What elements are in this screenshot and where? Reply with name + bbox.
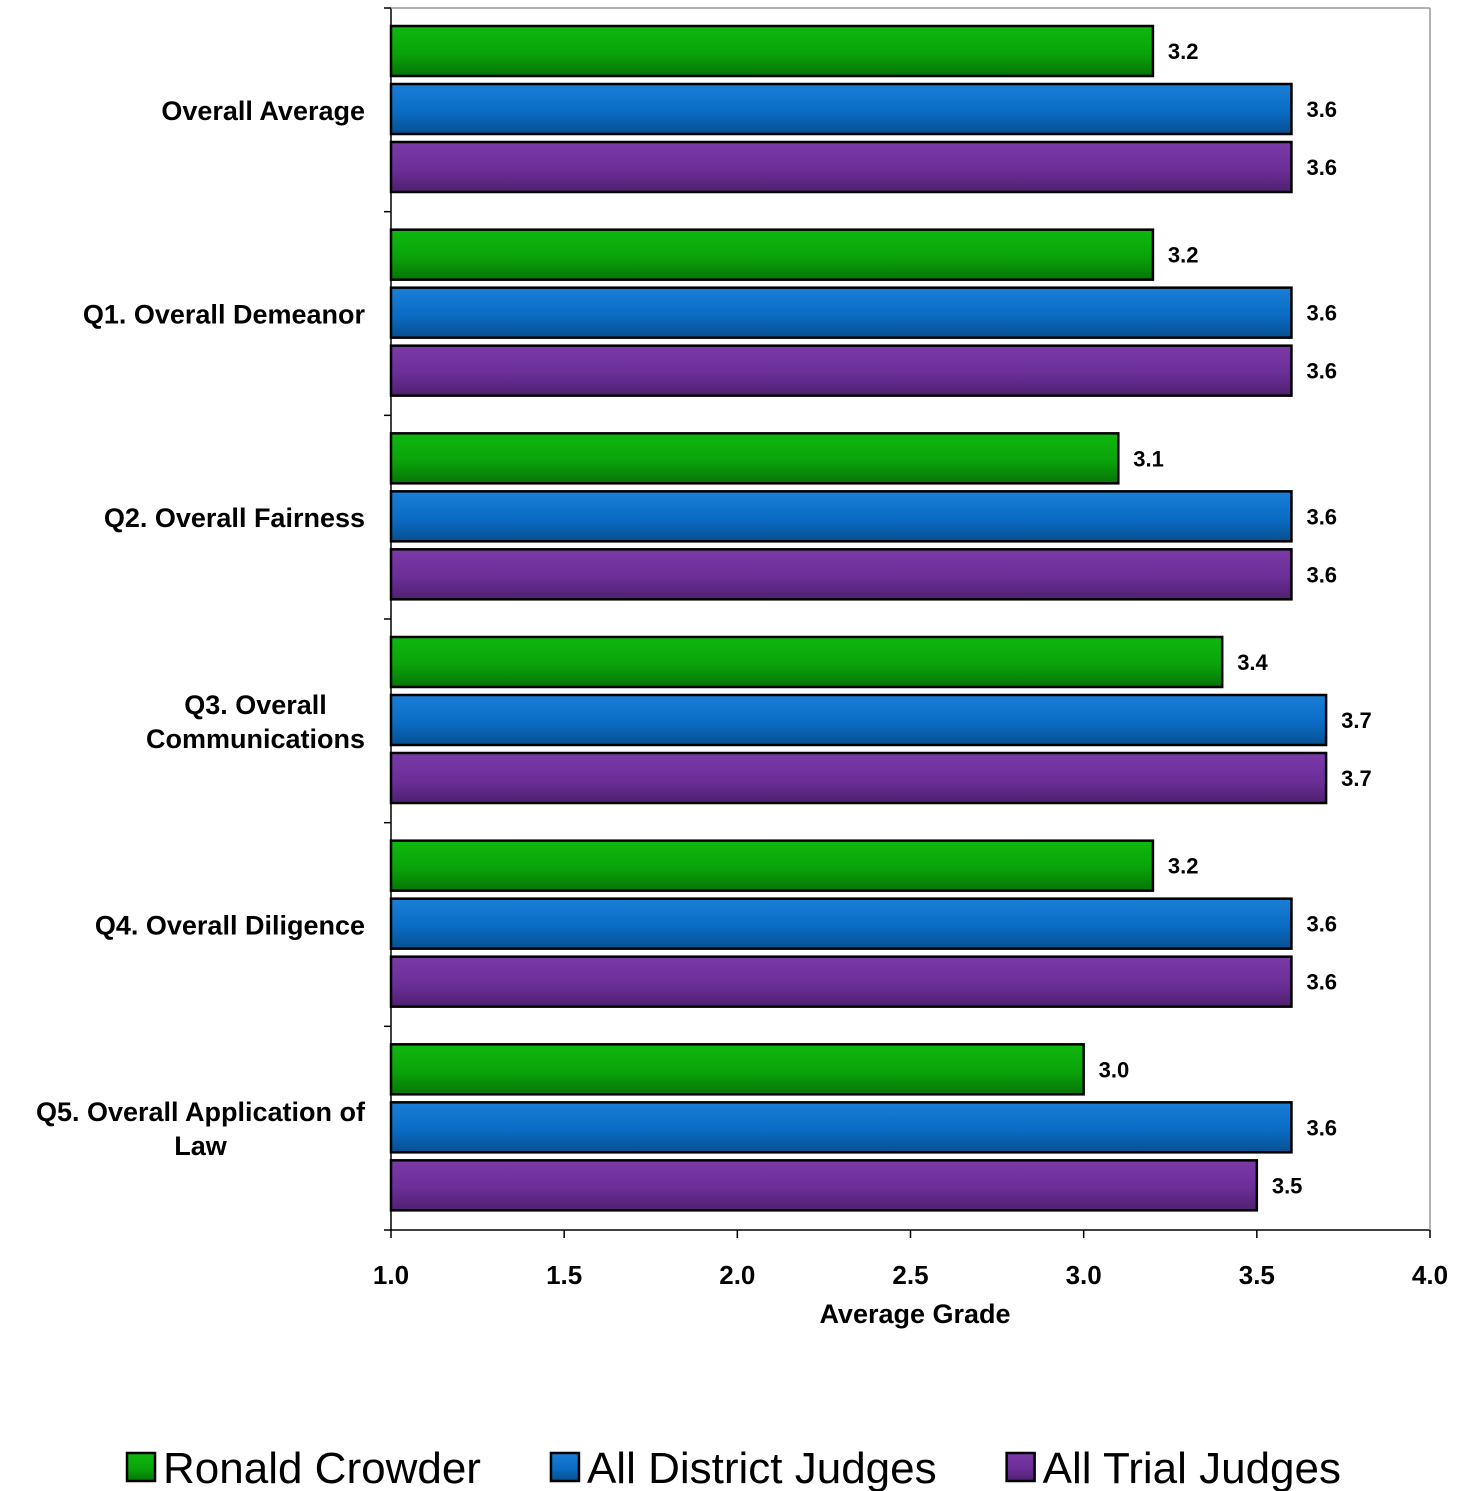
x-tick-label-3: 2.5 (892, 1260, 928, 1290)
bar-series-1-cat-2 (389, 490, 1293, 543)
legend-label-1: All District Judges (587, 1444, 937, 1491)
value-label-series-1-cat-4: 3.6 (1306, 912, 1337, 937)
bar-series-1-cat-0 (389, 82, 1293, 136)
value-label-series-2-cat-3: 3.7 (1341, 766, 1372, 791)
bar-series-0-cat-5 (389, 1043, 1085, 1096)
bar-series-0-cat-4 (389, 839, 1155, 892)
category-label-4: Q4. Overall Diligence (95, 911, 365, 941)
bar-series-1-cat-4 (389, 897, 1293, 950)
x-tick-label-4: 3.0 (1066, 1260, 1102, 1290)
category-label-5: Q5. Overall Application of Law (36, 1097, 366, 1161)
value-label-series-0-cat-4: 3.2 (1168, 854, 1199, 879)
bar-series-1-cat-3 (389, 693, 1328, 747)
value-label-series-1-cat-1: 3.6 (1306, 301, 1337, 326)
value-label-series-1-cat-5: 3.6 (1306, 1115, 1337, 1140)
x-tick-label-1: 1.5 (546, 1260, 582, 1290)
x-tick-label-5: 3.5 (1239, 1260, 1275, 1290)
value-label-series-0-cat-3: 3.4 (1237, 650, 1268, 675)
x-tick-label-0: 1.0 (373, 1260, 409, 1290)
value-label-series-0-cat-0: 3.2 (1168, 39, 1199, 64)
legend-label-0: Ronald Crowder (163, 1444, 481, 1491)
x-axis-title: Average Grade (819, 1299, 1010, 1329)
value-label-series-2-cat-5: 3.5 (1272, 1173, 1303, 1198)
legend-swatch-1 (549, 1451, 581, 1483)
bars-group (389, 24, 1328, 1212)
bar-series-1-cat-5 (389, 1101, 1293, 1154)
legend-swatch-0 (125, 1451, 157, 1483)
value-label-series-2-cat-1: 3.6 (1306, 359, 1337, 384)
bar-series-0-cat-1 (389, 228, 1155, 281)
bar-series-2-cat-1 (389, 344, 1293, 397)
legend: Ronald Crowder All District Judges All Tri… (125, 1444, 1341, 1491)
value-label-series-1-cat-3: 3.7 (1341, 708, 1372, 733)
category-label-2: Q2. Overall Fairness (104, 503, 365, 533)
value-labels-group: 3.2 3.2 3.1 3.4 3.2 3.0 3.6 3.6 3.6 3.7 3.6 3.6 3.6 3… (1099, 39, 1372, 1198)
bar-series-2-cat-2 (389, 548, 1293, 601)
value-label-series-1-cat-2: 3.6 (1306, 504, 1337, 529)
x-tick-label-6: 4.0 (1412, 1260, 1448, 1290)
bar-series-2-cat-3 (389, 751, 1328, 805)
x-axis-ticks-group: 1.0 1.5 2.0 2.5 3.0 3.5 4.0 (373, 1230, 1448, 1290)
value-label-series-0-cat-5: 3.0 (1099, 1057, 1130, 1082)
bar-series-2-cat-4 (389, 955, 1293, 1008)
x-tick-label-2: 2.0 (719, 1260, 755, 1290)
value-label-series-2-cat-2: 3.6 (1306, 562, 1337, 587)
bar-series-0-cat-0 (389, 24, 1155, 78)
category-labels-group: Overall Average Q1. Overall Demeanor Q2. O… (36, 96, 366, 1161)
bar-series-2-cat-5 (389, 1159, 1259, 1212)
value-label-series-0-cat-1: 3.2 (1168, 243, 1199, 268)
value-label-series-2-cat-0: 3.6 (1306, 155, 1337, 180)
value-label-series-2-cat-4: 3.6 (1306, 970, 1337, 995)
bar-series-0-cat-2 (389, 432, 1120, 485)
legend-label-2: All Trial Judges (1043, 1444, 1341, 1491)
legend-swatch-2 (1005, 1451, 1036, 1483)
bar-series-0-cat-3 (389, 635, 1224, 689)
category-label-3: Q3. Overall Communications (146, 690, 365, 754)
value-label-series-0-cat-2: 3.1 (1133, 446, 1164, 471)
category-label-1: Q1. Overall Demeanor (83, 300, 366, 330)
category-label-0: Overall Average (161, 96, 365, 126)
bar-series-2-cat-0 (389, 140, 1293, 194)
value-label-series-1-cat-0: 3.6 (1306, 97, 1337, 122)
bar-series-1-cat-1 (389, 286, 1293, 339)
